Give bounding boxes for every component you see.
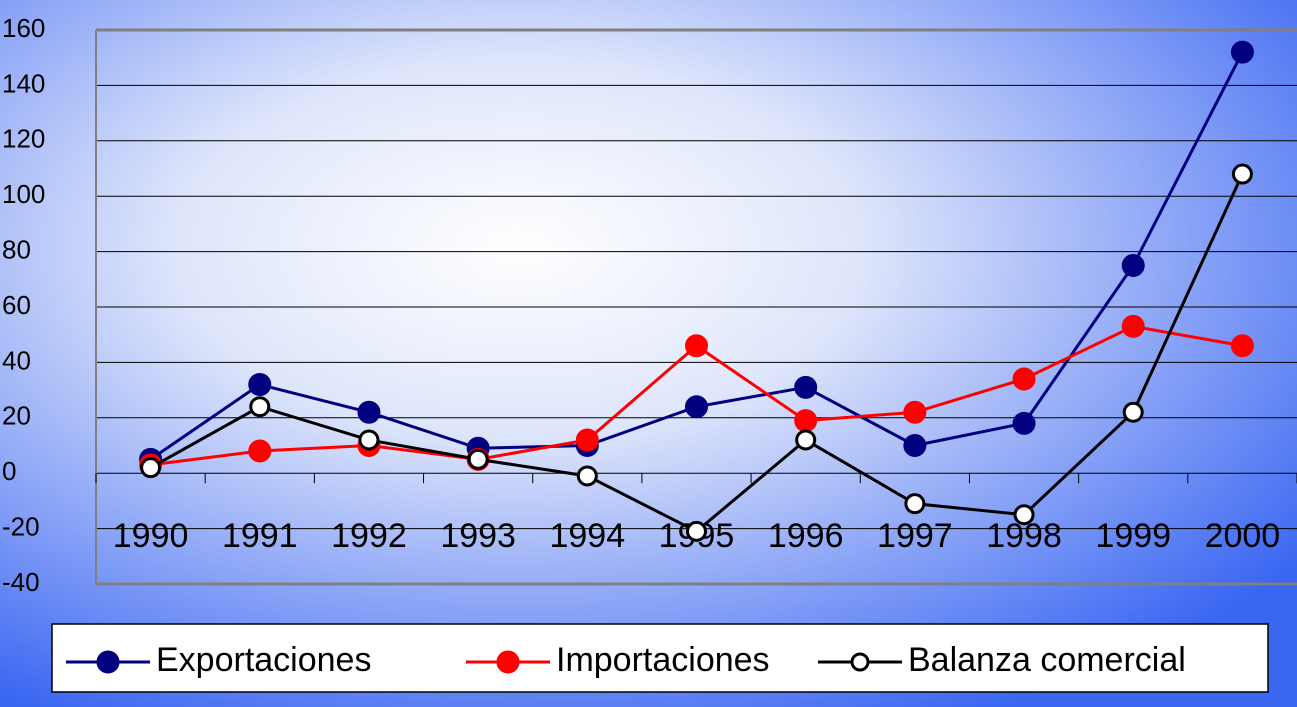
data-point — [248, 373, 272, 397]
x-tick-label: 1999 — [1095, 517, 1171, 555]
y-tick-label: -20 — [2, 511, 40, 541]
y-tick-label: -40 — [2, 567, 40, 597]
legend-marker — [850, 652, 870, 672]
x-tick-label: 1997 — [877, 517, 953, 555]
data-point — [686, 520, 707, 542]
data-point — [467, 448, 489, 470]
data-point — [576, 465, 598, 487]
data-point — [1230, 334, 1254, 358]
data-point — [1231, 163, 1253, 185]
x-tick-label: 1992 — [331, 517, 407, 555]
data-point — [1121, 253, 1145, 277]
data-point — [1012, 367, 1036, 391]
data-point — [685, 395, 708, 419]
data-point — [358, 429, 380, 451]
data-point — [1012, 411, 1036, 435]
x-tick-label: 1996 — [768, 517, 844, 555]
y-tick-label: 140 — [2, 68, 45, 98]
data-point — [1121, 314, 1145, 338]
y-tick-label: 160 — [2, 13, 45, 43]
data-point — [1122, 401, 1144, 423]
y-tick-label: 100 — [2, 179, 45, 209]
data-point — [794, 375, 818, 399]
y-tick-label: 80 — [2, 234, 31, 264]
legend-marker — [96, 650, 120, 674]
y-tick-label: 60 — [2, 290, 31, 320]
data-point — [903, 434, 927, 457]
data-point — [794, 409, 818, 433]
y-tick-label: 20 — [2, 401, 31, 431]
legend-label: Exportaciones — [156, 641, 371, 679]
data-point — [1013, 504, 1035, 526]
x-tick-label: 1990 — [113, 517, 189, 555]
data-point — [1230, 40, 1254, 64]
x-tick-label: 1993 — [440, 517, 516, 555]
data-point — [575, 428, 599, 452]
legend-label: Balanza comercial — [908, 641, 1186, 679]
x-tick-label: 1994 — [549, 517, 625, 555]
legend-box — [51, 623, 1269, 693]
data-point — [903, 400, 927, 424]
data-point — [685, 334, 708, 358]
y-tick-label: 0 — [2, 456, 16, 486]
x-tick-label: 2000 — [1205, 517, 1281, 555]
data-point — [140, 457, 162, 479]
legend-marker — [496, 650, 520, 674]
y-tick-label: 40 — [2, 345, 31, 375]
x-tick-label: 1991 — [222, 517, 298, 555]
data-point — [795, 429, 817, 451]
data-point — [249, 396, 271, 418]
y-tick-label: 120 — [2, 124, 45, 154]
data-point — [904, 493, 926, 515]
data-point — [357, 400, 381, 424]
legend-label: Importaciones — [556, 641, 770, 679]
data-point — [248, 439, 272, 463]
